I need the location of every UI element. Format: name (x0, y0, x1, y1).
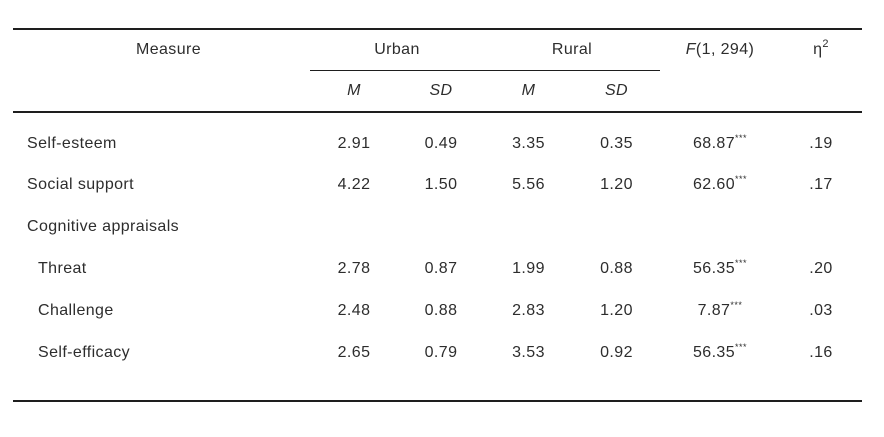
cell-eta-squared: .03 (809, 302, 833, 319)
cell-urban-sd: 0.79 (424, 343, 458, 361)
table-row-challenge: Challenge 2.48 0.88 2.83 1.20 7.87*** .0… (13, 290, 862, 332)
f-degrees-of-freedom: (1, 294) (695, 41, 755, 58)
cell-rural-sd: 1.20 (600, 302, 633, 319)
column-header-rural-mean: M (484, 70, 573, 113)
cell-urban-mean (310, 206, 398, 248)
cell-urban-mean: 2.78 (337, 260, 371, 277)
cell-f-value: 62.60*** (660, 164, 780, 206)
cell-rural-sd: 1.20 (600, 176, 633, 193)
column-header-f-statistic: F(1, 294) (660, 29, 780, 70)
cell-urban-mean: 2.48 (337, 302, 371, 319)
column-header-f-spacer (660, 70, 780, 113)
cell-eta-squared: .16 (809, 343, 833, 361)
cell-urban-mean: 2.65 (337, 343, 371, 361)
eta-symbol: η (813, 41, 823, 58)
anova-results-table: Measure Urban Rural F(1, 294) η2 M SD M … (13, 28, 862, 402)
cell-rural-mean: 1.99 (512, 260, 545, 277)
column-header-measure: Measure (135, 41, 202, 58)
cell-f-value: 68.87*** (660, 112, 780, 164)
significance-stars: *** (735, 258, 748, 268)
cell-urban-mean: 2.91 (337, 134, 371, 152)
significance-stars: *** (730, 300, 743, 310)
table-row-self-esteem: Self-esteem 2.91 0.49 3.35 0.35 68.87***… (13, 112, 862, 164)
cell-f-value: 56.35*** (660, 248, 780, 290)
cell-rural-sd: 0.35 (600, 134, 633, 152)
row-label: Social support (27, 176, 134, 193)
row-label: Threat (38, 260, 87, 277)
cell-rural-mean (484, 206, 573, 248)
cell-rural-sd (573, 206, 660, 248)
f-value: 56.35 (692, 343, 736, 361)
eta-exponent: 2 (822, 38, 829, 50)
cell-urban-sd (398, 206, 484, 248)
cell-urban-sd: 0.88 (424, 302, 458, 319)
row-label: Self-efficacy (38, 343, 131, 361)
cell-urban-sd: 0.87 (424, 260, 458, 277)
table-row-threat: Threat 2.78 0.87 1.99 0.88 56.35*** .20 (13, 248, 862, 290)
significance-stars: *** (735, 132, 748, 143)
row-label: Self-esteem (27, 134, 117, 152)
column-group-rural: Rural (484, 29, 660, 71)
cell-rural-mean: 5.56 (512, 176, 545, 193)
cell-f-value (660, 206, 780, 248)
cell-eta-squared: .19 (809, 134, 833, 152)
table-row-cognitive-appraisals-group: Cognitive appraisals (13, 206, 862, 248)
table-row-social-support: Social support 4.22 1.50 5.56 1.20 62.60… (13, 164, 862, 206)
cell-rural-mean: 3.53 (512, 343, 545, 361)
header-sub-row: M SD M SD (13, 70, 862, 113)
cell-rural-sd: 0.88 (600, 260, 633, 277)
cell-eta-squared (780, 206, 862, 248)
f-value: 7.87 (697, 302, 731, 319)
f-value: 68.87 (692, 134, 736, 152)
cell-rural-sd: 0.92 (600, 343, 633, 361)
column-header-urban-mean: M (310, 70, 398, 113)
table-body: Self-esteem 2.91 0.49 3.35 0.35 68.87***… (13, 112, 862, 401)
cell-urban-sd: 0.49 (424, 134, 458, 152)
column-header-eta-spacer (780, 70, 862, 113)
column-header-rural-sd: SD (573, 70, 660, 113)
table-row-self-efficacy: Self-efficacy 2.65 0.79 3.53 0.92 56.35*… (13, 332, 862, 401)
column-header-urban-sd: SD (398, 70, 484, 113)
f-symbol: F (685, 41, 696, 58)
cell-urban-mean: 4.22 (337, 176, 371, 193)
significance-stars: *** (735, 174, 748, 184)
f-value: 62.60 (692, 176, 736, 193)
cell-rural-mean: 3.35 (512, 134, 545, 152)
column-header-measure-spacer (13, 70, 310, 113)
cell-f-value: 56.35*** (660, 332, 780, 401)
header-group-row: Measure Urban Rural F(1, 294) η2 (13, 29, 862, 71)
row-group-label: Cognitive appraisals (27, 218, 180, 235)
cell-eta-squared: .17 (809, 176, 833, 193)
cell-urban-sd: 1.50 (424, 176, 458, 193)
cell-rural-mean: 2.83 (512, 302, 545, 319)
table-header: Measure Urban Rural F(1, 294) η2 M SD M … (13, 29, 862, 113)
column-header-eta-squared: η2 (780, 29, 862, 70)
row-label: Challenge (38, 302, 114, 319)
column-group-urban: Urban (310, 29, 484, 71)
f-value: 56.35 (692, 260, 736, 277)
cell-f-value: 7.87*** (660, 290, 780, 332)
significance-stars: *** (735, 341, 748, 352)
cell-eta-squared: .20 (809, 260, 833, 277)
